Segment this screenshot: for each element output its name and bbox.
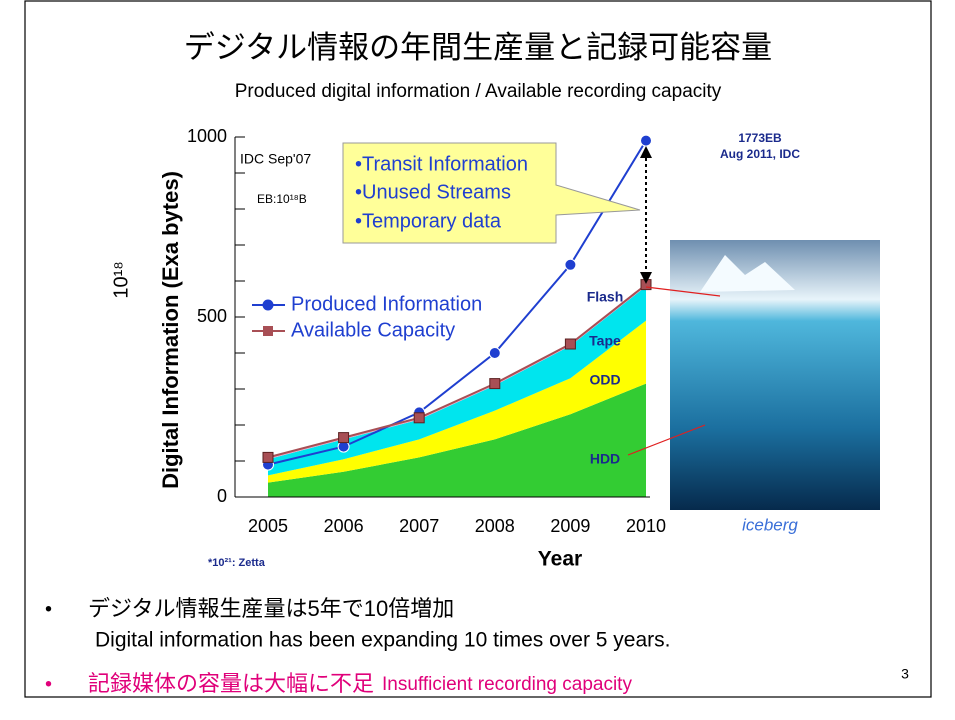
y-tick-label: 0 <box>217 486 227 506</box>
slide-title: デジタル情報の年間生産量と記録可能容量 <box>184 30 772 65</box>
plot: HDD ODD Tape Flash 0 500 1000 2005 2006 2007 2008 2… <box>187 126 666 536</box>
x-tick-label: 2005 <box>248 516 288 536</box>
stack-area <box>268 320 646 483</box>
pointer-line <box>627 424 706 456</box>
area-label: ODD <box>589 372 620 388</box>
x-axis-title: Year <box>538 548 582 571</box>
x-tick-label: 2008 <box>475 516 515 536</box>
marker <box>640 134 652 147</box>
marker <box>413 412 425 424</box>
y-axis-title: Digital Information (Exa bytes) <box>158 171 183 489</box>
legend-marker <box>263 326 273 336</box>
legend-label: Produced Information <box>291 293 482 315</box>
x-tick-label: 2007 <box>399 516 439 536</box>
callout-line: •Transit Information <box>355 153 528 175</box>
stack-area <box>268 383 646 497</box>
bullet-text: デジタル情報生産量は5年で10倍増加 <box>88 596 454 621</box>
zetta-note: *10²¹: Zetta <box>208 557 266 569</box>
marker <box>640 279 652 291</box>
legend-marker <box>262 299 274 311</box>
x-tick-label: 2006 <box>324 516 364 536</box>
y-tick-label: 500 <box>197 306 227 326</box>
bullet-text: 記録媒体の容量は大幅に不足 <box>88 671 374 696</box>
area-label: Flash <box>587 289 624 305</box>
callout-box <box>342 142 641 244</box>
bullet-translation: Insufficient recording capacity <box>382 674 632 695</box>
marker <box>488 347 501 359</box>
slide-frame <box>24 0 932 698</box>
unit-note: EB:10¹⁸B <box>257 192 307 206</box>
bullet-translation: Digital information has been expanding 1… <box>95 629 671 652</box>
latest-source: Aug 2011, IDC <box>720 147 800 161</box>
bullet-mark: • <box>45 598 52 620</box>
series-line <box>267 140 647 466</box>
x-tick-label: 2010 <box>626 516 666 536</box>
bullet-mark: • <box>45 673 52 695</box>
marker <box>564 258 577 271</box>
callout-line: •Unused Streams <box>355 181 511 203</box>
bullet-text: 記録媒体の容量は大幅に不足 Insufficient recording capa… <box>88 671 632 696</box>
marker <box>338 432 350 444</box>
pointer-line <box>645 286 721 297</box>
area-label: HDD <box>590 451 620 467</box>
marker <box>489 378 501 390</box>
area-label: Tape <box>589 333 621 349</box>
legend-label: Available Capacity <box>291 319 455 341</box>
callout-line: •Temporary data <box>355 210 502 232</box>
image-caption: iceberg <box>742 515 798 534</box>
source-note: IDC Sep'07 <box>240 151 311 167</box>
y-axis-unit: 10¹⁸ <box>110 261 132 298</box>
marker <box>564 338 576 350</box>
marker <box>262 451 274 463</box>
latest-value: 1773EB <box>738 131 782 145</box>
iceberg-tip <box>700 255 795 292</box>
slide-subtitle: Produced digital information / Available… <box>235 81 722 102</box>
series-line <box>267 283 647 459</box>
page-number: 3 <box>901 666 909 682</box>
y-tick-label: 1000 <box>187 126 227 146</box>
x-tick-label: 2009 <box>550 516 590 536</box>
